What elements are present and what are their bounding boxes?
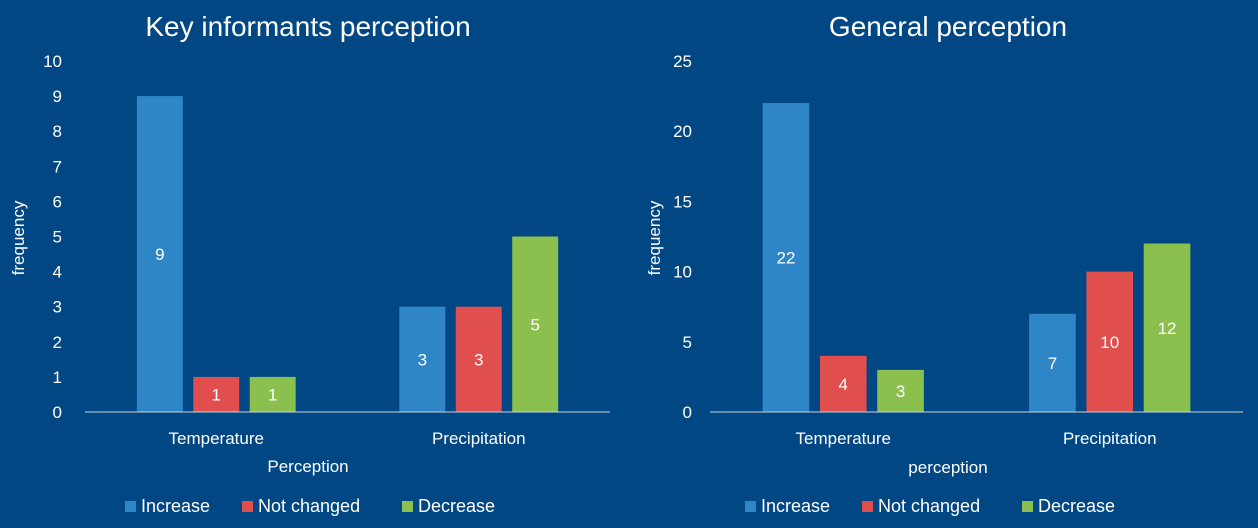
chart1-y-tick-label: 9 <box>53 87 62 106</box>
chart1-legend-label: Increase <box>141 496 210 516</box>
chart1-y-tick-label: 5 <box>53 228 62 247</box>
chart1-legend-label: Decrease <box>418 496 495 516</box>
chart1-bar-not-changed-temperature <box>193 376 240 412</box>
chart2-legend-label: Decrease <box>1038 496 1115 516</box>
chart1-y-tick-label: 2 <box>53 333 62 352</box>
chart1-y-axis-label: frequency <box>9 200 28 275</box>
chart1-data-label: 3 <box>474 350 483 369</box>
chart2-bar-increase-temperature <box>762 103 810 413</box>
chart1-bar-decrease-temperature <box>249 376 296 412</box>
chart2-legend-swatch-decrease <box>1022 501 1033 512</box>
chart1-x-tick-label: Precipitation <box>432 429 526 448</box>
chart1-data-label: 3 <box>418 350 427 369</box>
chart2-legend-swatch-increase <box>745 501 756 512</box>
chart2-y-tick-label: 25 <box>673 52 692 71</box>
chart2-y-tick-label: 0 <box>683 403 692 422</box>
chart1-data-label: 1 <box>212 385 221 404</box>
chart1-y-tick-label: 0 <box>53 403 62 422</box>
chart2-data-label: 10 <box>1100 333 1119 352</box>
chart2-bar-decrease-temperature <box>877 369 924 412</box>
chart1-data-label: 1 <box>268 385 277 404</box>
chart1-legend-swatch-decrease <box>402 501 413 512</box>
chart1-x-axis-label: Perception <box>267 457 348 476</box>
chart2-data-label: 12 <box>1158 319 1177 338</box>
chart2-bar-increase-precipitation <box>1029 313 1076 412</box>
chart1-bar-decrease-precipitation <box>512 236 559 412</box>
chart1-y-tick-label: 8 <box>53 122 62 141</box>
chart2-legend-label: Not changed <box>878 496 980 516</box>
chart1-bar-increase-precipitation <box>399 306 446 412</box>
chart2-y-tick-label: 15 <box>673 192 692 211</box>
chart2-data-label: 3 <box>896 382 905 401</box>
chart2-y-axis-label: frequency <box>645 200 664 275</box>
chart2-x-tick-label: Temperature <box>796 429 891 448</box>
chart2-legend-swatch-not-changed <box>862 501 873 512</box>
chart2-title: General perception <box>829 11 1067 42</box>
chart2-x-tick-label: Precipitation <box>1063 429 1157 448</box>
chart2-y-tick-label: 20 <box>673 122 692 141</box>
chart1-bar-not-changed-precipitation <box>455 306 502 412</box>
chart2-data-label: 22 <box>776 249 795 268</box>
chart1-y-tick-label: 1 <box>53 368 62 387</box>
chart1-legend-label: Not changed <box>258 496 360 516</box>
chart2-data-label: 4 <box>839 375 848 394</box>
chart1-y-tick-label: 6 <box>53 192 62 211</box>
chart2-y-tick-label: 5 <box>683 333 692 352</box>
chart1-y-tick-label: 10 <box>43 52 62 71</box>
chart2-data-label: 7 <box>1048 354 1057 373</box>
chart2-bar-not-changed-precipitation <box>1086 271 1134 412</box>
chart2-x-axis-label: perception <box>908 458 987 477</box>
chart2-y-tick-label: 10 <box>673 263 692 282</box>
chart1-legend-swatch-not-changed <box>242 501 253 512</box>
chart2-legend-label: Increase <box>761 496 830 516</box>
chart1-y-tick-label: 3 <box>53 298 62 317</box>
chart2-bar-not-changed-temperature <box>819 355 867 412</box>
chart1-x-tick-label: Temperature <box>169 429 264 448</box>
chart1-y-tick-label: 7 <box>53 157 62 176</box>
chart1-title: Key informants perception <box>145 11 470 42</box>
chart2-bar-decrease-precipitation <box>1143 243 1191 412</box>
chart1-data-label: 9 <box>155 245 164 264</box>
chart1-bar-increase-temperature <box>136 96 183 412</box>
chart1-y-tick-label: 4 <box>53 263 62 282</box>
chart1-data-label: 5 <box>530 315 539 334</box>
chart1-legend-swatch-increase <box>125 501 136 512</box>
